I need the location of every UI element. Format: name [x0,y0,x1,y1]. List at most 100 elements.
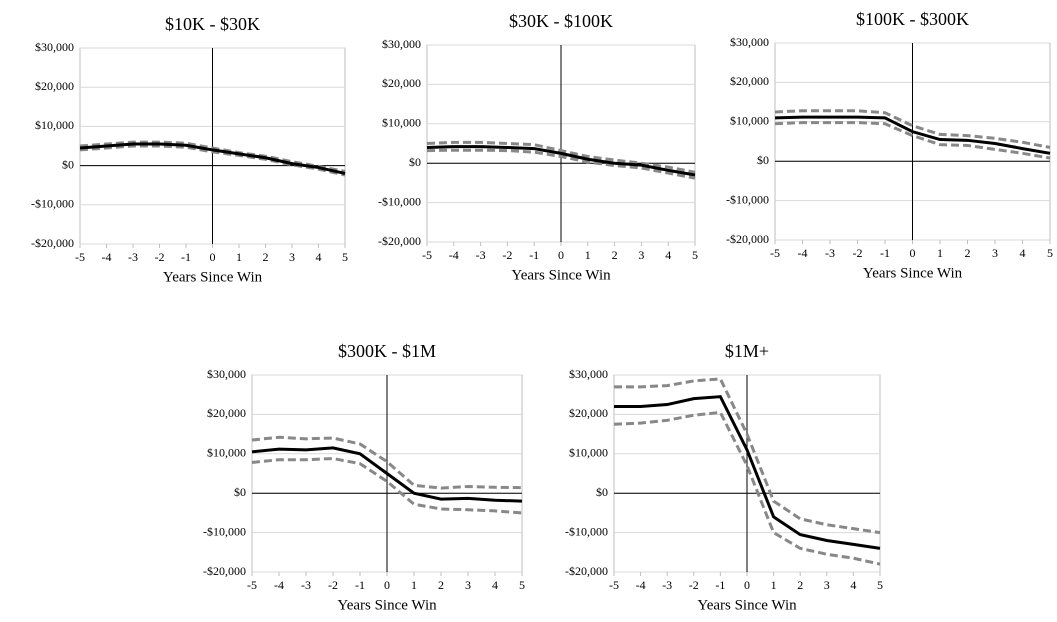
x-tick-label: 5 [877,578,883,592]
x-tick-label: 1 [937,246,943,260]
x-tick-label: -3 [662,578,672,592]
series-line [614,395,881,550]
y-tick-label: $30,000 [35,40,74,54]
y-tick-label: $30,000 [569,367,608,381]
x-tick-label: 4 [492,578,498,592]
y-tick-label: $20,000 [569,406,608,420]
y-tick-label: $20,000 [730,74,769,88]
x-tick-label: -4 [798,246,808,260]
y-tick-label: $0 [757,153,769,167]
x-tick-label: 3 [824,578,830,592]
y-tick-label: $10,000 [569,446,608,460]
x-tick-label: -3 [825,246,835,260]
x-tick-label: 5 [519,578,525,592]
x-tick-label: 2 [797,578,803,592]
y-tick-label: $20,000 [35,79,74,93]
x-tick-label: 3 [992,246,998,260]
series-line [426,145,696,177]
x-tick-label: -2 [689,578,699,592]
x-tick-label: -1 [880,246,890,260]
y-tick-label: $30,000 [730,35,769,49]
y-tick-label: $0 [62,157,74,171]
x-tick-label: -2 [502,248,512,262]
x-tick-label: -4 [636,578,646,592]
x-tick-label: 0 [558,248,564,262]
chart-title: $300K - $1M [338,341,436,361]
y-tick-label: $10,000 [382,116,421,130]
series-line [251,446,523,503]
x-tick-label: -5 [609,578,619,592]
series-line [426,148,696,180]
y-tick-label: $10,000 [207,446,246,460]
x-tick-label: 0 [910,246,916,260]
x-tick-label: -3 [301,578,311,592]
x-tick-label: 0 [744,578,750,592]
chart-title: $30K - $100K [509,11,613,31]
x-tick-label: -3 [128,250,138,264]
y-tick-label: -$10,000 [31,197,74,211]
x-tick-label: 3 [289,250,295,264]
y-tick-label: $0 [409,155,421,169]
series-line [774,115,1051,155]
y-tick-label: $0 [234,485,246,499]
x-tick-label: -5 [770,246,780,260]
x-tick-label: -2 [155,250,165,264]
x-tick-label: 3 [465,578,471,592]
x-tick-label: 5 [692,248,698,262]
x-tick-label: 2 [612,248,618,262]
x-tick-label: 4 [850,578,856,592]
x-tick-label: -2 [328,578,338,592]
chart-title: $1M+ [725,341,769,361]
series-line [426,140,696,174]
x-tick-label: 5 [1047,246,1053,260]
chart-title: $100K - $300K [856,9,969,29]
y-tick-label: $20,000 [382,76,421,90]
x-tick-label: 1 [771,578,777,592]
x-tick-label: -1 [715,578,725,592]
series-line [79,140,346,173]
x-tick-label: 4 [665,248,671,262]
x-axis-label: Years Since Win [337,597,437,613]
x-tick-label: -5 [247,578,257,592]
x-tick-label: -2 [853,246,863,260]
x-tick-label: 2 [965,246,971,260]
series-line [251,435,523,490]
series-line [613,410,881,566]
x-axis-label: Years Since Win [511,267,611,283]
chart-title: $10K - $30K [165,14,260,34]
x-tick-label: 2 [263,250,269,264]
x-tick-label: -5 [422,248,432,262]
y-tick-label: -$20,000 [565,564,608,578]
x-tick-label: -4 [274,578,284,592]
x-tick-label: 0 [210,250,216,264]
y-tick-label: -$10,000 [203,524,246,538]
y-tick-label: -$10,000 [726,192,769,206]
y-tick-label: $0 [596,485,608,499]
y-tick-label: $20,000 [207,406,246,420]
y-tick-label: -$20,000 [378,234,421,248]
y-tick-label: -$10,000 [565,524,608,538]
y-tick-label: -$20,000 [203,564,246,578]
y-tick-label: $10,000 [730,114,769,128]
x-tick-label: 1 [236,250,242,264]
x-tick-label: 3 [638,248,644,262]
x-tick-label: -5 [75,250,85,264]
x-tick-label: -1 [529,248,539,262]
x-tick-label: -4 [102,250,112,264]
x-tick-label: -1 [355,578,365,592]
y-tick-label: -$20,000 [726,232,769,246]
x-tick-label: 4 [316,250,322,264]
series-line [614,377,881,535]
y-tick-label: -$20,000 [31,236,74,250]
x-tick-label: 0 [384,578,390,592]
x-axis-label: Years Since Win [697,597,797,613]
x-tick-label: -3 [476,248,486,262]
x-tick-label: -4 [449,248,459,262]
series-line [79,142,346,175]
x-tick-label: 4 [1020,246,1026,260]
y-tick-label: $10,000 [35,118,74,132]
y-tick-label: $30,000 [382,37,421,51]
x-tick-label: 2 [438,578,444,592]
x-tick-label: 1 [411,578,417,592]
